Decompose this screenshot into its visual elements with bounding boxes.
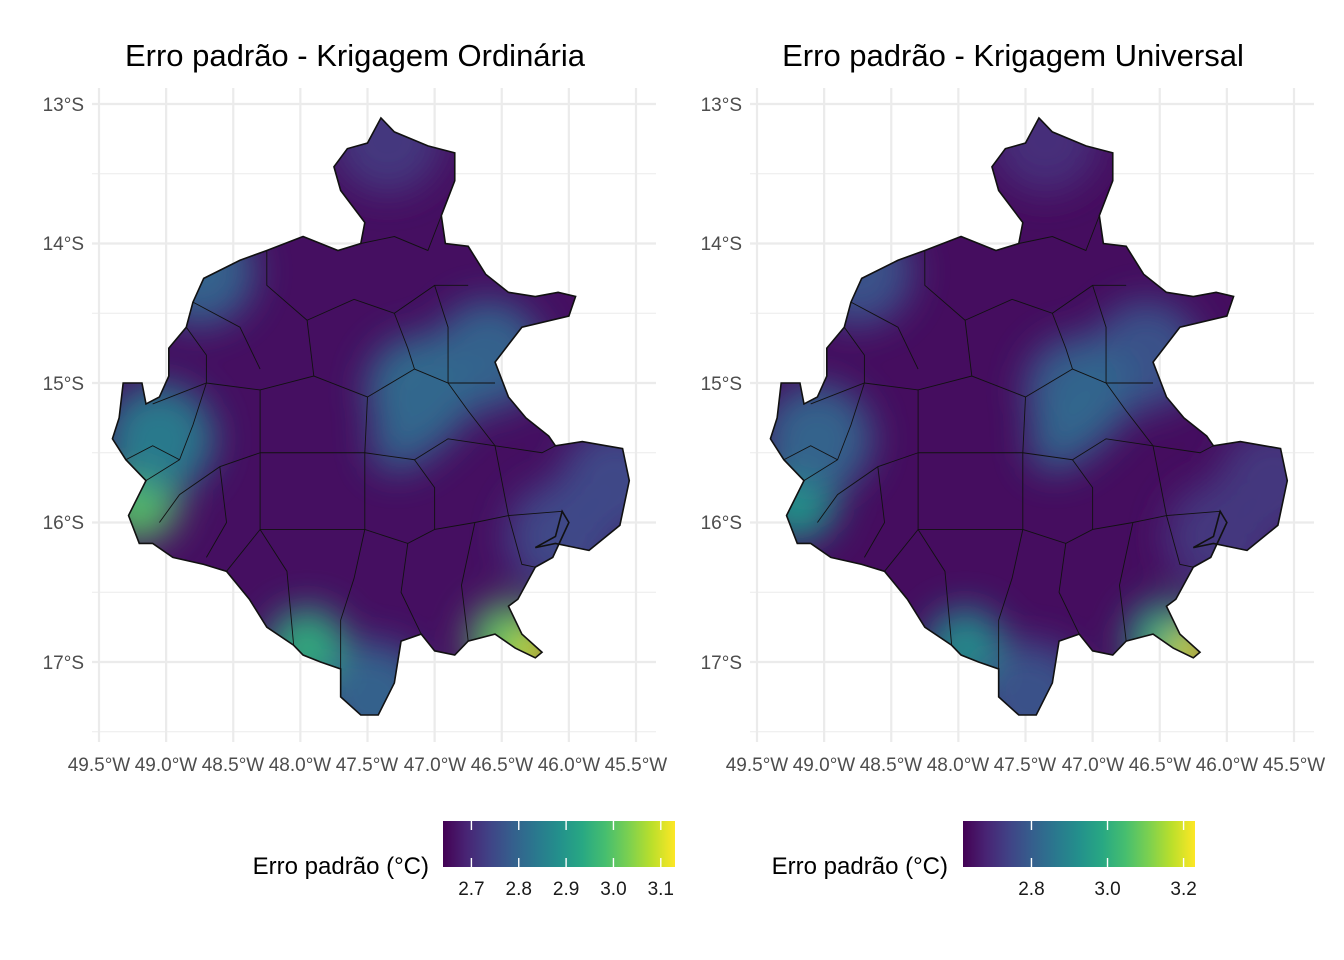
map-plot-ordinary — [92, 88, 656, 742]
error-surface — [770, 117, 1288, 716]
x-tick-49-0w: 49.0°W — [135, 755, 198, 776]
y-tick-16s: 16°S — [43, 513, 84, 534]
y-tick-13s: 13°S — [701, 95, 742, 116]
legend-tick-label: 2.7 — [458, 879, 484, 900]
y-tick-17s: 17°S — [43, 653, 84, 674]
region-outline — [769, 116, 1289, 716]
colorbar-gradient — [443, 821, 675, 867]
x-tick-47-0w: 47.0°W — [1062, 755, 1125, 776]
error-hotspot — [925, 608, 1006, 689]
x-tick-46-0w: 46.0°W — [1196, 755, 1259, 776]
y-tick-16s: 16°S — [701, 513, 742, 534]
legend-tick-label: 3.2 — [1170, 879, 1196, 900]
x-tick-46-5w: 46.5°W — [1129, 755, 1192, 776]
legend-title-ordinary: Erro padrão (°C) — [253, 853, 429, 880]
error-hotspot — [319, 641, 430, 716]
y-tick-13s: 13°S — [43, 95, 84, 116]
x-tick-48-5w: 48.5°W — [202, 755, 265, 776]
y-tick-15s: 15°S — [43, 374, 84, 395]
y-tick-14s: 14°S — [701, 234, 742, 255]
map-plot-universal — [750, 88, 1314, 742]
municipal-boundaries — [783, 215, 1221, 669]
legend-tick-label: 2.8 — [1018, 879, 1044, 900]
panel-title-universal: Erro padrão - Krigagem Universal — [782, 38, 1244, 73]
legend-title-universal: Erro padrão (°C) — [772, 853, 948, 880]
legend-tick-label: 3.0 — [1094, 879, 1120, 900]
x-tick-49-5w: 49.5°W — [726, 755, 789, 776]
panel-universal-kriging: Erro padrão - Krigagem Universal 13°S 14… — [701, 38, 1326, 900]
x-tick-46-0w: 46.0°W — [538, 755, 601, 776]
error-hotspot — [144, 216, 255, 327]
legend-tick-label: 3.1 — [648, 879, 674, 900]
x-tick-47-0w: 47.0°W — [404, 755, 467, 776]
error-hotspot — [802, 216, 913, 327]
error-hotspot — [509, 629, 562, 682]
error-hotspot — [332, 117, 443, 194]
legend-tick-label: 3.0 — [600, 879, 626, 900]
legend-ordinary: Erro padrão (°C) 2.7 2.8 2.9 3.0 3.1 — [253, 821, 675, 900]
x-tick-49-5w: 49.5°W — [68, 755, 131, 776]
x-tick-45-5w: 45.5°W — [1263, 755, 1326, 776]
error-hotspot — [1126, 601, 1207, 682]
x-tick-48-0w: 48.0°W — [927, 755, 990, 776]
y-tick-15s: 15°S — [701, 374, 742, 395]
y-tick-17s: 17°S — [701, 653, 742, 674]
x-tick-48-0w: 48.0°W — [269, 755, 332, 776]
x-tick-46-5w: 46.5°W — [471, 755, 534, 776]
x-tick-47-5w: 47.5°W — [336, 755, 399, 776]
x-tick-48-5w: 48.5°W — [860, 755, 923, 776]
legend-tick-label: 2.9 — [553, 879, 579, 900]
x-tick-47-5w: 47.5°W — [994, 755, 1057, 776]
x-tick-49-0w: 49.0°W — [793, 755, 856, 776]
legend-tick-label: 2.8 — [506, 879, 532, 900]
colorbar-universal: 2.8 3.0 3.2 — [963, 821, 1197, 900]
error-hotspot — [990, 117, 1101, 194]
x-axis-labels-ordinary: 49.5°W 49.0°W 48.5°W 48.0°W 47.5°W 47.0°… — [68, 755, 668, 776]
y-axis-labels-universal: 13°S 14°S 15°S 16°S 17°S — [701, 95, 742, 674]
error-surface — [112, 117, 630, 716]
x-axis-labels-universal: 49.5°W 49.0°W 48.5°W 48.0°W 47.5°W 47.0°… — [726, 755, 1326, 776]
error-hotspot — [267, 608, 348, 689]
x-tick-45-5w: 45.5°W — [605, 755, 668, 776]
y-axis-labels-ordinary: 13°S 14°S 15°S 16°S 17°S — [43, 95, 84, 674]
panel-title-ordinary: Erro padrão - Krigagem Ordinária — [125, 38, 586, 73]
legend-universal: Erro padrão (°C) 2.8 3.0 3.2 — [772, 821, 1197, 900]
region-outline — [111, 116, 631, 716]
colorbar-gradient — [963, 821, 1195, 867]
panel-ordinary-kriging: Erro padrão - Krigagem Ordinária 13°S 14… — [43, 38, 675, 900]
error-hotspot — [977, 641, 1088, 716]
error-hotspot — [1167, 629, 1220, 682]
y-tick-14s: 14°S — [43, 234, 84, 255]
municipal-boundaries — [125, 215, 563, 669]
colorbar-ordinary: 2.7 2.8 2.9 3.0 3.1 — [443, 821, 675, 900]
error-hotspot — [468, 601, 549, 682]
